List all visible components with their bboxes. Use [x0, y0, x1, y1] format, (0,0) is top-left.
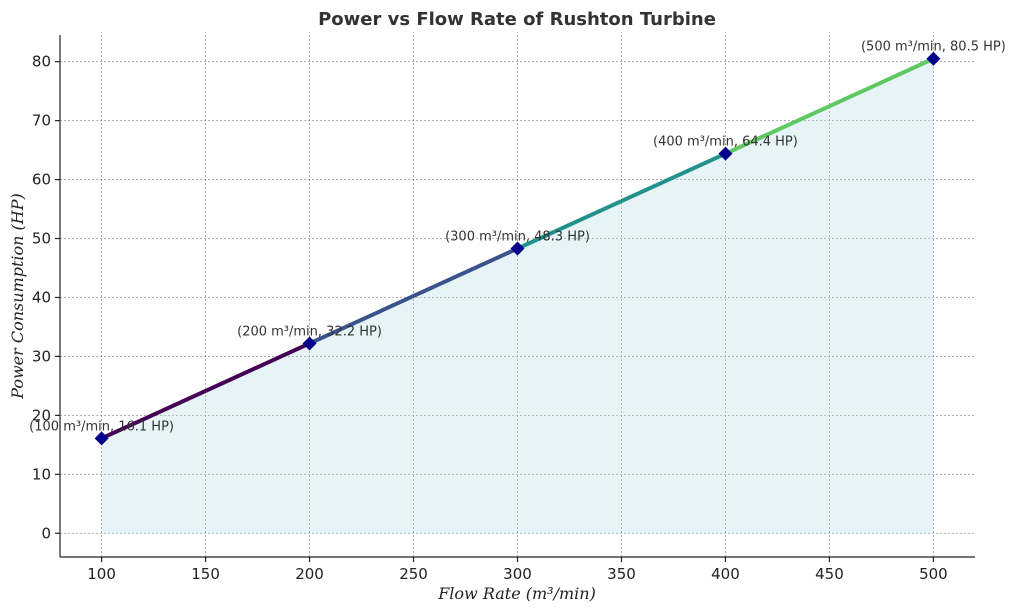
- x-axis-label: Flow Rate (m³/min): [437, 584, 596, 603]
- markers: [94, 51, 941, 446]
- line-segment: [723, 56, 936, 156]
- x-tick-label: 250: [399, 565, 428, 583]
- x-tick-label: 100: [87, 565, 116, 583]
- series-line: [99, 56, 936, 441]
- y-tick-label: 40: [32, 288, 51, 306]
- data-label: (300 m³/min, 48.3 HP): [445, 230, 590, 245]
- y-tick-label: 70: [32, 112, 51, 130]
- y-tick-label: 30: [32, 347, 51, 365]
- y-tick-label: 20: [32, 406, 51, 424]
- x-tick-label: 400: [711, 565, 740, 583]
- x-tick-label: 450: [815, 565, 844, 583]
- data-point: [302, 336, 317, 351]
- line-segment: [307, 246, 520, 346]
- y-tick-label: 50: [32, 230, 51, 248]
- data-label: (200 m³/min, 32.2 HP): [237, 324, 382, 339]
- y-axis-label: Power Consumption (HP): [8, 193, 27, 400]
- line-segment: [99, 341, 312, 441]
- y-tick-label: 10: [32, 465, 51, 483]
- data-point: [926, 51, 941, 66]
- x-tick-label: 300: [503, 565, 532, 583]
- axes: 100 150 200 250 300 350 400 450 500 0 10 20 30 40 50 60…: [32, 35, 975, 583]
- data-point: [718, 146, 733, 161]
- x-tick-label: 200: [295, 565, 324, 583]
- data-label: (400 m³/min, 64.4 HP): [653, 135, 798, 150]
- x-tick-label: 500: [919, 565, 948, 583]
- data-point: [94, 431, 109, 446]
- area-fill: [101, 58, 934, 534]
- line-segment: [515, 151, 728, 251]
- chart-title: Power vs Flow Rate of Rushton Turbine: [318, 9, 716, 30]
- y-tick-label: 0: [41, 524, 51, 542]
- data-label: (500 m³/min, 80.5 HP): [861, 40, 1006, 55]
- x-tick-label: 150: [191, 565, 220, 583]
- data-label: (100 m³/min, 16.1 HP): [29, 419, 174, 434]
- y-tick-label: 80: [32, 53, 51, 71]
- data-point: [510, 241, 525, 256]
- annotations: (100 m³/min, 16.1 HP) (200 m³/min, 32.2 H…: [29, 40, 1006, 435]
- x-tick-label: 350: [607, 565, 636, 583]
- y-tick-label: 60: [32, 171, 51, 189]
